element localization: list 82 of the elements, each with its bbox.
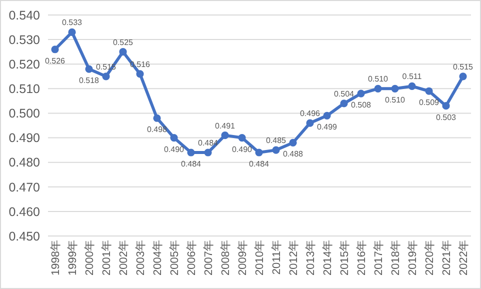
y-tick-label: 0.490 — [8, 131, 40, 146]
data-label: 0.515 — [452, 62, 474, 72]
y-tick-label: 0.540 — [8, 8, 40, 22]
data-label: 0.509 — [418, 98, 440, 108]
point — [187, 148, 195, 156]
point — [289, 138, 297, 146]
point — [85, 65, 93, 73]
point — [51, 46, 59, 54]
x-tick-label: 2002年 — [118, 240, 130, 276]
point — [102, 72, 110, 80]
x-tick-label: 2020年 — [424, 240, 436, 276]
x-tick-label: 2014年 — [322, 240, 334, 276]
data-label: 0.511 — [402, 72, 422, 82]
point — [459, 72, 467, 80]
y-tick-label: 0.450 — [8, 229, 40, 244]
data-label: 0.484 — [248, 160, 270, 169]
x-tick-label: 2012年 — [288, 240, 300, 276]
data-label: 0.488 — [282, 150, 304, 159]
data-label: 0.533 — [62, 18, 83, 28]
point — [204, 148, 212, 156]
x-tick-label: 2010年 — [254, 240, 266, 276]
point — [119, 48, 127, 56]
x-tick-label: 2022年 — [458, 240, 470, 276]
data-label: 0.518 — [78, 76, 100, 86]
x-tick-label: 2005年 — [169, 240, 181, 276]
data-label: 0.499 — [316, 122, 338, 132]
point — [306, 119, 314, 127]
data-label: 0.510 — [384, 96, 406, 105]
point — [238, 134, 246, 142]
x-tick-label: 2018年 — [390, 240, 402, 276]
point — [323, 112, 331, 120]
data-label: 0.510 — [368, 74, 389, 84]
point — [153, 114, 161, 122]
y-tick-label: 0.520 — [8, 57, 40, 72]
point — [136, 70, 144, 78]
x-tick-label: 2011年 — [271, 240, 283, 275]
point — [442, 102, 450, 110]
data-label: 0.504 — [334, 89, 355, 98]
data-label: 0.526 — [44, 56, 66, 66]
point — [170, 134, 178, 142]
point — [255, 148, 263, 156]
point — [68, 28, 76, 36]
data-label: 0.490 — [164, 144, 185, 154]
y-tick-label: 0.470 — [8, 180, 40, 194]
x-tick-label: 1999年 — [67, 240, 79, 276]
y-tick-label: 0.510 — [8, 82, 40, 96]
x-tick-label: 1998年 — [50, 240, 62, 276]
point — [408, 82, 416, 90]
point — [357, 90, 365, 98]
x-tick-label: 2006年 — [186, 240, 198, 276]
data-label: 0.485 — [266, 136, 287, 146]
x-tick-label: 2004年 — [152, 240, 164, 276]
data-label: 0.491 — [214, 121, 236, 130]
data-label: 0.525 — [112, 38, 134, 47]
data-label: 0.508 — [350, 100, 372, 110]
data-label: 0.496 — [300, 109, 321, 118]
x-tick-label: 2008年 — [220, 240, 232, 276]
x-tick-label: 2019年 — [407, 240, 419, 276]
point — [272, 146, 280, 154]
y-tick-label: 0.500 — [8, 106, 40, 121]
x-tick-label: 2016年 — [356, 240, 368, 276]
y-tick-label: 0.530 — [8, 32, 40, 47]
x-tick-label: 2003年 — [135, 240, 147, 276]
y-tick-label: 0.480 — [8, 156, 40, 170]
y-tick-label: 0.460 — [8, 204, 40, 219]
x-tick-label: 2009年 — [237, 240, 249, 276]
point — [425, 87, 433, 95]
x-tick-label: 2007年 — [203, 240, 215, 276]
point — [221, 132, 229, 140]
point — [391, 84, 399, 92]
data-label: 0.484 — [180, 160, 202, 169]
data-label: 0.503 — [436, 112, 457, 122]
x-tick-label: 2000年 — [84, 240, 96, 276]
x-tick-label: 2015年 — [339, 240, 351, 276]
point — [374, 84, 382, 92]
data-label: 0.490 — [232, 144, 253, 154]
x-tick-label: 2013年 — [305, 240, 317, 276]
data-label: 0.498 — [146, 125, 168, 134]
x-tick-label: 2021年 — [441, 240, 453, 276]
point — [340, 100, 348, 108]
x-tick-label: 2001年 — [101, 240, 113, 276]
x-tick-label: 2017年 — [373, 240, 385, 276]
